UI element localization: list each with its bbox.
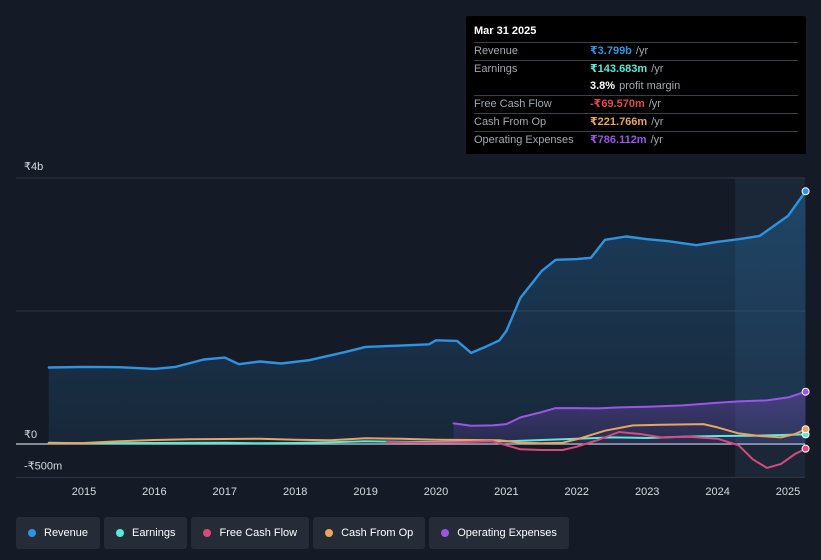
operating-expenses-line: [452, 390, 807, 427]
tooltip-row-earnings: Earnings ₹143.683m /yr: [474, 60, 798, 78]
free-cash-flow-end-marker: [801, 444, 810, 453]
legend-label: Cash From Op: [341, 527, 414, 539]
revenue-area: [48, 191, 806, 444]
y-tick-label: -₹500m: [24, 460, 62, 472]
tooltip-unit: /yr: [648, 98, 661, 110]
legend-dot-icon: [441, 529, 450, 537]
x-tick-label: 2019: [353, 486, 377, 498]
tooltip-value: ₹143.683m: [590, 63, 648, 75]
tooltip-unit: /yr: [651, 63, 664, 75]
legend-label: Free Cash Flow: [219, 527, 298, 539]
tooltip-label: Earnings: [474, 63, 518, 75]
tooltip-label: Revenue: [474, 45, 519, 57]
legend-label: Earnings: [132, 527, 176, 539]
x-tick-label: 2018: [283, 486, 307, 498]
tooltip-label: Cash From Op: [474, 116, 547, 128]
cash-from-op-end-marker: [801, 425, 810, 434]
x-tick-label: 2017: [213, 486, 237, 498]
x-tick-label: 2022: [565, 486, 589, 498]
tooltip-label: [474, 78, 590, 95]
tooltip-label: Operating Expenses: [474, 134, 574, 146]
tooltip-value: ₹786.112m: [590, 134, 647, 146]
tooltip-value: ₹3.799b: [590, 45, 632, 57]
tooltip-value: -₹69.570m: [590, 98, 645, 110]
legend: Revenue Earnings Free Cash Flow Cash Fro…: [16, 517, 573, 549]
legend-item-earnings[interactable]: Earnings: [104, 517, 188, 549]
tooltip-row-cash-from-op: Cash From Op ₹221.766m /yr: [474, 113, 798, 131]
legend-label: Operating Expenses: [457, 527, 557, 539]
legend-item-free-cash-flow[interactable]: Free Cash Flow: [191, 517, 310, 549]
x-tick-label: 2016: [142, 486, 166, 498]
y-tick-label: ₹0: [24, 429, 37, 441]
operating-expenses-area: [453, 391, 806, 444]
legend-dot-icon: [116, 529, 125, 537]
tooltip-unit: /yr: [650, 134, 663, 146]
legend-item-revenue[interactable]: Revenue: [16, 517, 101, 549]
y-tick-label: ₹4b: [24, 161, 43, 173]
x-tick-label: 2020: [424, 486, 448, 498]
tooltip-unit: /yr: [651, 116, 664, 128]
legend-dot-icon: [28, 529, 36, 537]
tooltip-date: Mar 31 2025: [474, 25, 537, 37]
operating-expenses-end-marker: [801, 387, 810, 396]
legend-label: Revenue: [44, 527, 89, 539]
tooltip-row-free-cash-flow: Free Cash Flow -₹69.570m /yr: [474, 95, 798, 113]
x-tick-label: 2023: [635, 486, 659, 498]
x-tick-label: 2015: [72, 486, 96, 498]
legend-item-cash-from-op[interactable]: Cash From Op: [313, 517, 426, 549]
revenue-line: [47, 190, 807, 371]
x-tick-label: 2025: [776, 486, 800, 498]
tooltip-value: 3.8%: [590, 80, 616, 92]
free-cash-flow-line: [385, 431, 807, 469]
tooltip-unit: /yr: [635, 45, 649, 57]
tooltip: Mar 31 2025 Revenue ₹3.799b /yr Earnings…: [466, 16, 806, 154]
revenue-end-marker: [801, 187, 810, 196]
tooltip-value: ₹221.766m: [590, 116, 648, 128]
tooltip-unit: profit margin: [619, 80, 681, 92]
cash-from-op-line: [47, 423, 807, 445]
tooltip-row-profit-margin: 3.8% profit margin: [474, 78, 798, 95]
x-tick-label: 2024: [705, 486, 729, 498]
tooltip-row-operating-expenses: Operating Expenses ₹786.112m /yr: [474, 131, 798, 149]
legend-item-operating-expenses[interactable]: Operating Expenses: [429, 517, 569, 549]
tooltip-label: Free Cash Flow: [474, 98, 552, 110]
x-tick-label: 2021: [494, 486, 518, 498]
legend-dot-icon: [203, 529, 212, 537]
legend-dot-icon: [325, 529, 334, 537]
tooltip-row-revenue: Revenue ₹3.799b /yr: [474, 42, 798, 60]
